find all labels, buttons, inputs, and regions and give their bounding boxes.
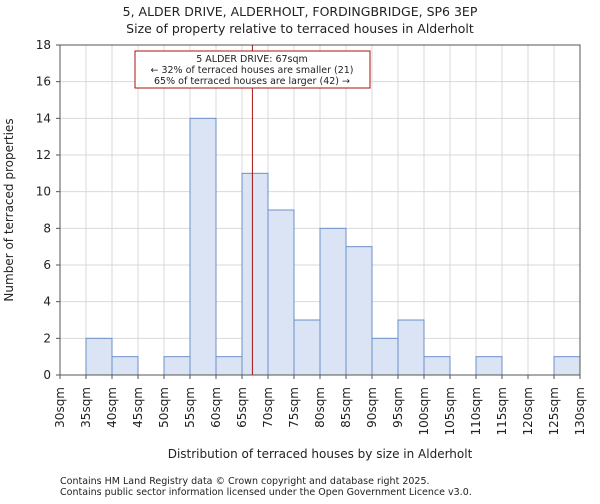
chart-title-line2: Size of property relative to terraced ho… (126, 21, 474, 36)
histogram-bar (371, 337, 399, 376)
x-tick-label: 50sqm (157, 387, 171, 428)
y-tick-label: 16 (36, 75, 51, 89)
annotation-line1: 5 ALDER DRIVE: 67sqm (196, 54, 308, 65)
x-tick-label: 110sqm (469, 387, 483, 435)
x-axis-ticks: 30sqm 35sqm 40sqm 45sqm 50sqm 55sqm 60sqm 65sqm… (53, 375, 587, 435)
bars (85, 117, 581, 376)
y-tick-label: 4 (43, 295, 51, 309)
footer-line1: Contains HM Land Registry data © Crown c… (60, 476, 430, 487)
histogram-bar (293, 319, 321, 376)
y-tick-label: 8 (43, 221, 51, 235)
x-axis-label: Distribution of terraced houses by size … (168, 447, 473, 461)
annotation-line2: ← 32% of terraced houses are smaller (21… (150, 65, 353, 76)
histogram-bar (319, 227, 347, 376)
histogram-bar (215, 356, 243, 376)
x-tick-label: 130sqm (573, 387, 587, 435)
x-tick-label: 80sqm (313, 387, 327, 428)
histogram-bar (553, 356, 581, 376)
x-tick-label: 40sqm (105, 387, 119, 428)
annotation-box: 5 ALDER DRIVE: 67sqm ← 32% of terraced h… (134, 50, 371, 89)
x-tick-label: 65sqm (235, 387, 249, 428)
histogram-bar (345, 246, 373, 376)
chart-title-line1: 5, ALDER DRIVE, ALDERHOLT, FORDINGBRIDGE… (123, 4, 478, 19)
y-tick-label: 0 (43, 368, 51, 382)
x-tick-label: 115sqm (495, 387, 509, 435)
y-axis-label: Number of terraced properties (2, 118, 16, 301)
y-tick-label: 12 (36, 148, 51, 162)
histogram-bar (267, 209, 295, 376)
x-tick-label: 45sqm (131, 387, 145, 428)
histogram-bar (189, 117, 217, 376)
x-tick-label: 85sqm (339, 387, 353, 428)
x-tick-label: 125sqm (547, 387, 561, 435)
x-tick-label: 95sqm (391, 387, 405, 428)
histogram-bar (241, 172, 269, 376)
histogram-bar (111, 356, 139, 376)
x-tick-label: 120sqm (521, 387, 535, 435)
y-tick-label: 6 (43, 258, 51, 272)
x-tick-label: 30sqm (53, 387, 67, 428)
x-tick-label: 75sqm (287, 387, 301, 428)
histogram-bar (163, 356, 191, 376)
y-tick-label: 2 (43, 331, 51, 345)
x-tick-label: 35sqm (79, 387, 93, 428)
x-tick-label: 100sqm (417, 387, 431, 435)
footer-line2: Contains public sector information licen… (60, 487, 472, 498)
histogram-bar (397, 319, 425, 376)
x-tick-label: 105sqm (443, 387, 457, 435)
y-tick-label: 10 (36, 185, 51, 199)
histogram-bar (423, 356, 451, 376)
x-tick-label: 70sqm (261, 387, 275, 428)
y-tick-label: 14 (36, 111, 51, 125)
annotation-line3: 65% of terraced houses are larger (42) → (154, 76, 350, 87)
histogram-bar (475, 356, 503, 376)
x-tick-label: 60sqm (209, 387, 223, 428)
x-tick-label: 90sqm (365, 387, 379, 428)
x-tick-label: 55sqm (183, 387, 197, 428)
y-tick-label: 18 (36, 38, 51, 52)
annotation-frame (134, 50, 371, 89)
y-axis-ticks: 0 2 4 6 8 10 12 14 16 18 (36, 38, 60, 382)
histogram-bar (85, 337, 113, 376)
